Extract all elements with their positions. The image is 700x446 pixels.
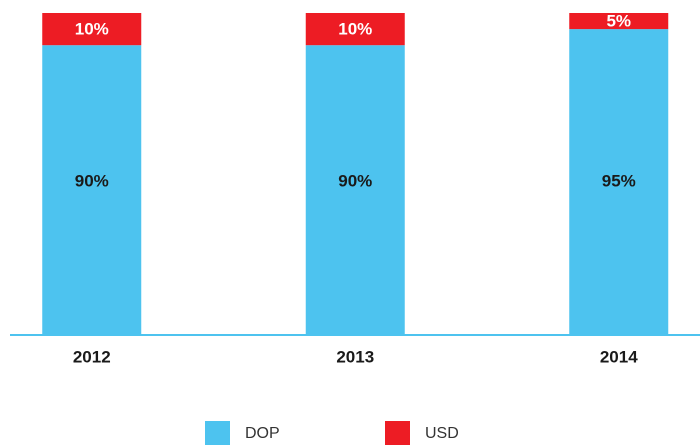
value-label: 90% bbox=[75, 171, 109, 190]
legend-label: DOP bbox=[245, 425, 280, 442]
bar-segment bbox=[42, 45, 142, 335]
x-tick-label: 2014 bbox=[600, 347, 638, 366]
bar-segment bbox=[569, 13, 669, 30]
bar-segment bbox=[569, 29, 669, 335]
value-label: 10% bbox=[338, 20, 372, 39]
value-label: 5% bbox=[606, 12, 631, 31]
value-label: 10% bbox=[75, 20, 109, 39]
bar-segment bbox=[305, 13, 405, 46]
legend-label: USD bbox=[425, 425, 459, 442]
legend-swatch bbox=[205, 421, 230, 445]
value-label: 90% bbox=[338, 171, 372, 190]
bar-segment bbox=[305, 45, 405, 335]
x-tick-label: 2012 bbox=[73, 347, 111, 366]
value-label: 95% bbox=[602, 171, 636, 190]
legend-swatch bbox=[385, 421, 410, 445]
bar-segment bbox=[42, 13, 142, 46]
x-tick-label: 2013 bbox=[336, 347, 374, 366]
